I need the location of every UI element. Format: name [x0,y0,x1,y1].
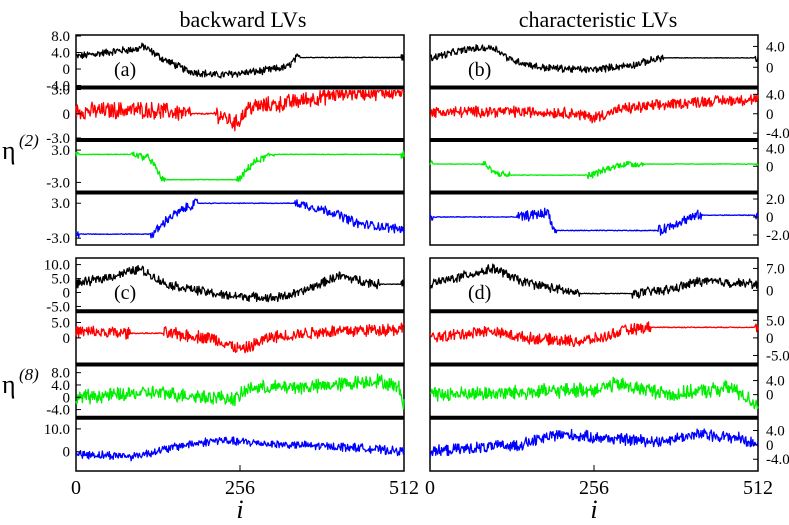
y-tick-label: 0 [766,388,774,404]
y-tick-label: 4.0 [51,378,70,394]
y-tick-label: 0 [63,331,71,347]
y-tick-label: 0 [63,107,71,123]
series-line-row-4 [429,428,759,459]
y-tick-label: 8.0 [51,29,70,45]
y-tick-label: 0 [63,62,71,78]
series-line-row-2 [429,321,759,348]
y-tick-label: 3.0 [51,83,70,99]
panel-label: (d) [468,282,491,304]
y-tick-label: 0 [63,390,71,406]
x-tick-label: 256 [579,477,609,499]
series-line-row-3 [75,150,405,183]
y-tick-label: 5.0 [51,272,70,288]
x-axis-label-right: i [590,495,597,524]
y-tick-label: 0 [766,283,774,299]
column-title-characteristic: characteristic LVs [519,7,678,32]
y-tick-label: -3.0 [46,131,70,147]
y-tick-label: -3.0 [46,231,70,247]
series-line-row-2 [429,94,759,124]
y-tick-label: 0 [766,331,774,347]
y-tick-label: 4.0 [766,142,785,158]
series-line-row-4 [75,436,405,462]
series-line-row-4 [429,207,759,236]
eta8-superscript: (8) [19,365,39,384]
y-group-label-eta8: η (8) [2,365,39,399]
y-tick-label: 0 [766,438,774,454]
x-tick-label: 256 [225,477,255,499]
y-tick-label: 3.0 [51,143,70,159]
row-separator [430,138,758,142]
y-tick-label: 8.0 [51,366,70,382]
y-tick-label: 4.0 [766,424,785,440]
y-tick-label: -3.0 [46,175,70,191]
y-tick-label: 10.0 [44,258,70,274]
x-tick-label: 0 [71,477,81,499]
x-tick-label: 512 [389,477,419,499]
y-tick-label: 0 [63,445,71,461]
x-axis-label-left: i [236,495,243,524]
row-separator [76,362,404,367]
eta2-symbol: η [2,136,16,165]
panel-d: 07.0-5.005.004.0-4.004.0(d)0 256 512 [425,257,789,499]
panel-b: 04.0-4.004.004.0-2.002.0(b) [429,34,789,246]
row-separator [76,309,404,314]
y-tick-label: 7.0 [766,261,785,277]
column-title-backward: backward LVs [180,7,307,32]
y-group-label-eta2: η (2) [2,131,39,165]
eta8-symbol: η [2,370,16,399]
series-line-row-2 [75,322,405,354]
y-tick-label: 4.0 [766,374,785,390]
row-separator [430,190,758,195]
series-line-row-2 [75,89,405,132]
y-tick-label: 0 [63,286,71,302]
y-tick-label: 3.0 [51,196,70,212]
panel-label: (c) [114,282,136,304]
y-tick-label: -2.0 [766,228,789,244]
y-tick-label: 10.0 [44,422,70,438]
row-separator [430,362,758,367]
plot-layer: -4.004.08.0-3.003.0-3.03.0-3.03.0(a) 04.0… [44,29,789,499]
y-tick-label: 4.0 [51,46,70,62]
panel-label: (a) [114,59,136,81]
row-separator [430,85,758,90]
panel-label: (b) [468,59,491,81]
y-tick-label: -4.0 [766,126,789,142]
y-tick-label: 0 [766,210,774,226]
series-line-row-1 [429,44,759,74]
series-line-row-3 [429,376,759,410]
row-separator [76,85,404,90]
series-line-row-4 [75,198,405,239]
y-tick-label: 5.0 [766,313,785,329]
y-tick-label: 4.0 [766,87,785,103]
series-line-row-1 [75,42,405,79]
row-separator [76,138,404,142]
row-separator [430,309,758,314]
x-tick-label: 512 [743,477,773,499]
row-separator [76,190,404,195]
y-tick-label: 5.0 [51,315,70,331]
y-tick-label: -5.0 [46,299,70,315]
y-tick-label: 0 [766,60,774,76]
y-tick-label: -4.0 [46,403,70,419]
y-tick-label: 0 [766,159,774,175]
series-line-row-1 [75,264,405,303]
y-tick-label: 0 [766,107,774,123]
eta2-superscript: (2) [19,131,39,150]
x-tick-label: 0 [425,477,435,499]
series-line-row-3 [75,373,405,410]
y-tick-label: -4.0 [766,452,789,468]
row-separator [76,415,404,420]
y-tick-label: -4.0 [46,79,70,95]
row-separator [430,415,758,420]
series-line-row-3 [429,160,759,180]
y-tick-label: 4.0 [766,39,785,55]
y-tick-label: -5.0 [766,348,789,364]
panel-a: -4.004.08.0-3.003.0-3.03.0-3.03.0(a) [46,29,405,247]
series-line-row-1 [429,263,759,299]
y-tick-label: 2.0 [766,192,785,208]
